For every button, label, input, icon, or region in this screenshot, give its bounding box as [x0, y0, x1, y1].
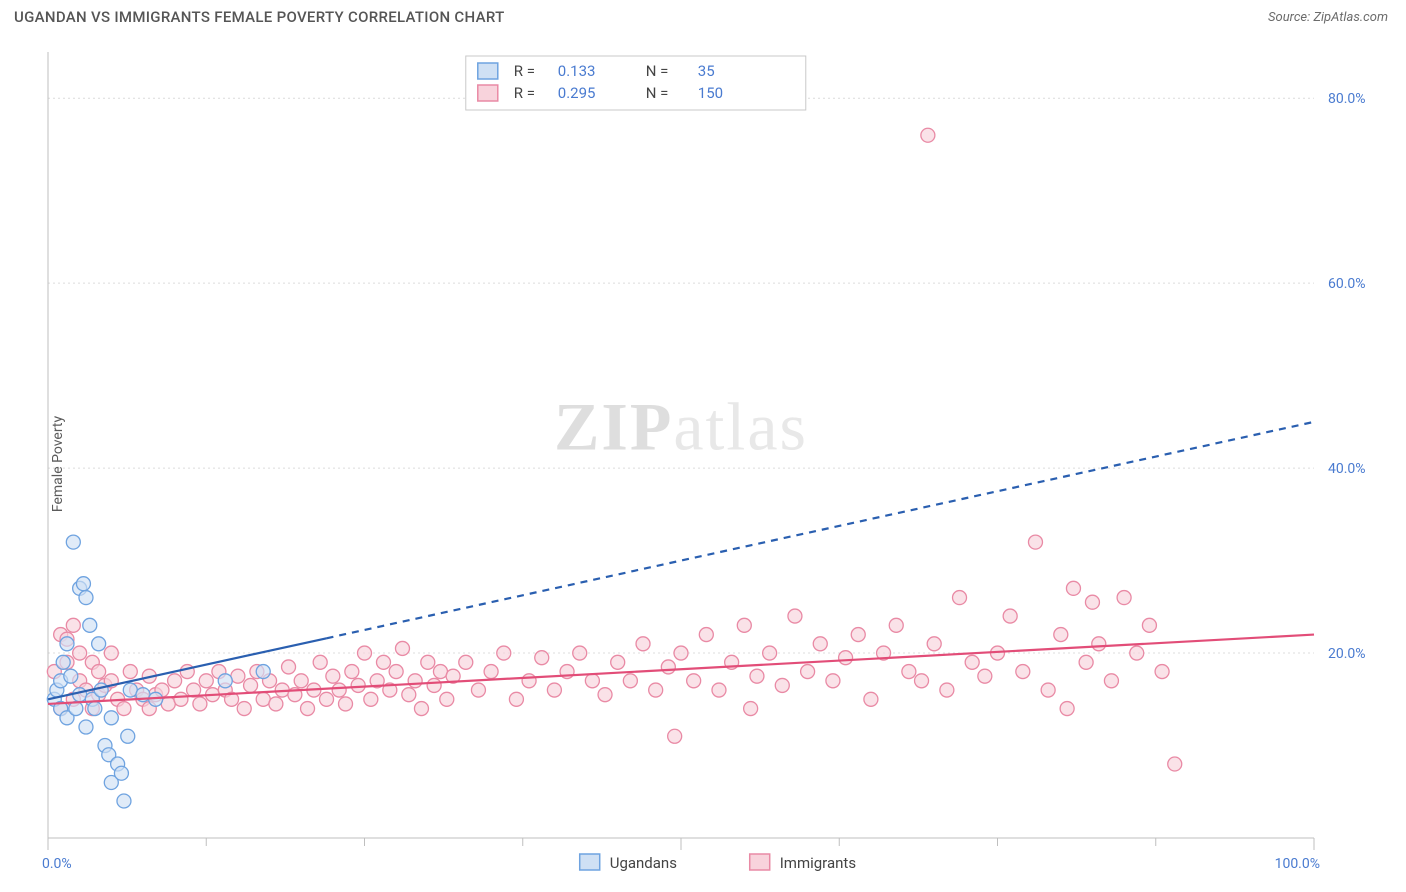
svg-text:35: 35	[698, 62, 715, 80]
svg-text:20.0%: 20.0%	[1328, 646, 1366, 662]
svg-text:0.0%: 0.0%	[42, 856, 72, 872]
svg-text:100.0%: 100.0%	[1275, 856, 1320, 872]
chart-area: Female Poverty 20.0% 40.0% 60.0% 80.0% ZIPat…	[14, 42, 1388, 886]
svg-text:150: 150	[698, 84, 723, 102]
svg-text:R =: R =	[514, 84, 535, 102]
chart-title: UGANDAN VS IMMIGRANTS FEMALE POVERTY COR…	[14, 8, 505, 26]
y-axis-label: Female Poverty	[50, 416, 66, 512]
svg-text:R =: R =	[514, 62, 535, 80]
svg-text:80.0%: 80.0%	[1328, 91, 1366, 107]
svg-text:Immigrants: Immigrants	[780, 854, 856, 872]
svg-text:Ugandans: Ugandans	[610, 854, 677, 872]
svg-text:0.295: 0.295	[558, 84, 596, 102]
svg-text:ZIPatlas: ZIPatlas	[554, 389, 808, 465]
svg-text:N =: N =	[646, 62, 669, 80]
svg-text:N =: N =	[646, 84, 669, 102]
chart-header: UGANDAN VS IMMIGRANTS FEMALE POVERTY COR…	[0, 0, 1406, 34]
svg-text:0.133: 0.133	[558, 62, 596, 80]
svg-text:60.0%: 60.0%	[1328, 276, 1366, 292]
scatter-chart: 20.0% 40.0% 60.0% 80.0% ZIPatlas 0.0% 100.0% R …	[14, 42, 1388, 886]
source-label: Source: ZipAtlas.com	[1268, 10, 1388, 25]
svg-text:40.0%: 40.0%	[1328, 461, 1366, 477]
